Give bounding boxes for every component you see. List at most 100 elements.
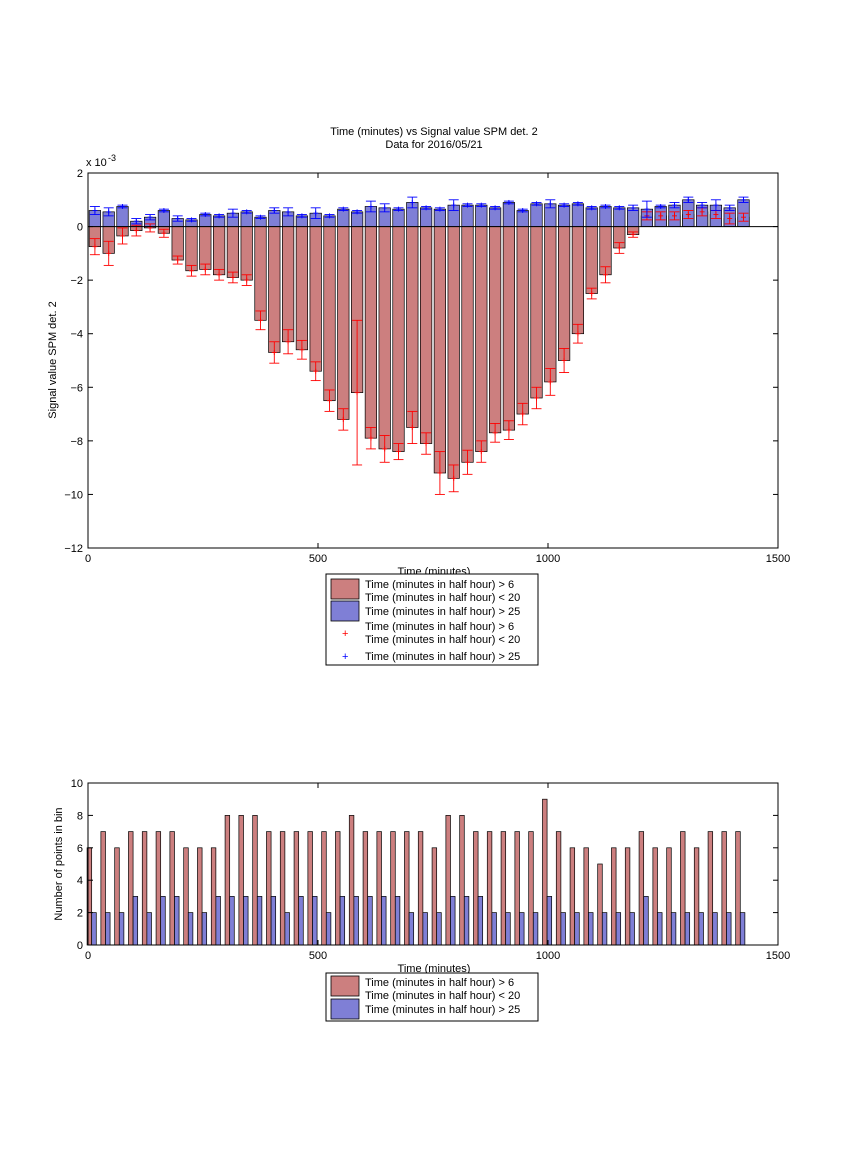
signal-errorbar-blue-7 bbox=[186, 217, 197, 223]
signal-y-exponent: x 10 -3 bbox=[86, 153, 116, 169]
count-ytick-label-2: 4 bbox=[77, 875, 83, 887]
signal-errorbar-red-8 bbox=[200, 263, 211, 276]
count-bar-blue-23 bbox=[408, 912, 415, 946]
signal-errorbar-blue-33 bbox=[545, 199, 556, 209]
signal-errorbar-red-12 bbox=[255, 310, 266, 331]
count-legend-label-blue: Time (minutes in half hour) > 25 bbox=[365, 1004, 520, 1016]
count-bar-red-12 bbox=[252, 815, 258, 946]
signal-bar-blue-38 bbox=[613, 207, 626, 227]
signal-bar-red-30 bbox=[502, 226, 515, 431]
signal-errorbar-red-5 bbox=[158, 228, 169, 238]
signal-errorbar-red-11 bbox=[241, 274, 252, 286]
signal-errorbar-red-31 bbox=[517, 402, 528, 426]
signal-bar-red-7 bbox=[185, 226, 198, 272]
count-ytick-label-1: 2 bbox=[77, 908, 83, 920]
signal-bar-red-8 bbox=[199, 226, 212, 270]
signal-errorbar-blue-41 bbox=[655, 203, 666, 209]
signal-y-exponent-power: -3 bbox=[108, 153, 116, 163]
signal-xtick-label-0: 0 bbox=[85, 553, 91, 565]
count-legend-swatch-red bbox=[330, 975, 360, 997]
count-bar-blue-46 bbox=[726, 912, 732, 946]
count-bar-red-10 bbox=[224, 815, 231, 946]
count-bar-blue-22 bbox=[394, 896, 401, 946]
signal-errorbar-blue-22 bbox=[393, 206, 404, 212]
count-ytick-label-3: 6 bbox=[77, 843, 83, 855]
signal-bar-red-14 bbox=[282, 226, 295, 343]
count-bar-red-29 bbox=[486, 831, 493, 946]
signal-legend-box bbox=[325, 573, 539, 666]
signal-ytick-label-2: −2 bbox=[70, 275, 83, 287]
signal-errorbar-red-20 bbox=[365, 427, 376, 450]
signal-bar-red-10 bbox=[226, 226, 239, 278]
count-x-axis-label: Time (minutes) bbox=[398, 963, 471, 975]
count-ytick-label-5: 10 bbox=[71, 778, 83, 790]
signal-errorbar-red-16 bbox=[310, 361, 321, 382]
count-bar-red-3 bbox=[128, 831, 134, 946]
signal-bar-red-25 bbox=[433, 226, 446, 474]
count-bar-blue-43 bbox=[684, 912, 691, 946]
count-xtick-label-3: 1500 bbox=[766, 950, 790, 962]
count-bar-red-11 bbox=[238, 815, 244, 946]
signal-errorbar-blue-27 bbox=[462, 202, 473, 208]
signal-bar-red-23 bbox=[406, 226, 419, 428]
count-bar-blue-2 bbox=[118, 912, 125, 946]
count-bar-red-45 bbox=[707, 831, 714, 946]
signal-errorbar-red-35 bbox=[572, 323, 583, 344]
signal-errorbar-red-0 bbox=[89, 238, 100, 256]
signal-errorbar-red-28 bbox=[476, 440, 487, 463]
signal-errorbar-blue-3 bbox=[131, 218, 142, 225]
signal-errorbar-blue-29 bbox=[490, 205, 501, 211]
count-bar-blue-6 bbox=[174, 896, 180, 946]
signal-bar-red-26 bbox=[447, 226, 460, 479]
signal-bar-red-18 bbox=[337, 226, 350, 420]
signal-ytick-label-5: −8 bbox=[70, 436, 83, 448]
signal-errorbar-blue-10 bbox=[227, 208, 238, 218]
count-bar-blue-1 bbox=[105, 912, 111, 946]
count-bar-blue-29 bbox=[491, 912, 497, 946]
signal-errorbar-blue-36 bbox=[586, 205, 597, 211]
signal-bar-red-36 bbox=[585, 226, 598, 294]
count-bar-blue-0 bbox=[91, 912, 97, 946]
signal-bar-red-16 bbox=[309, 226, 322, 372]
count-bar-red-4 bbox=[141, 831, 148, 946]
signal-legend-label-red-bar: Time (minutes in half hour) > 6 bbox=[365, 579, 514, 591]
signal-errorbar-blue-25 bbox=[434, 206, 445, 212]
count-xtick-label-1: 500 bbox=[309, 950, 327, 962]
signal-bar-red-31 bbox=[516, 226, 529, 415]
signal-errorbar-red-25 bbox=[434, 451, 445, 495]
signal-errorbar-blue-26 bbox=[448, 199, 459, 211]
signal-errorbar-blue-44 bbox=[697, 202, 708, 209]
signal-errorbar-red-18 bbox=[338, 408, 349, 431]
count-bar-red-41 bbox=[652, 847, 658, 946]
count-bar-red-33 bbox=[542, 798, 548, 946]
signal-errorbar-blue-17 bbox=[324, 213, 335, 219]
signal-y-exponent-base: x 10 bbox=[86, 157, 107, 169]
signal-xtick-label-2: 1000 bbox=[536, 553, 560, 565]
signal-ytick-label-6: −10 bbox=[64, 489, 83, 501]
count-bar-blue-9 bbox=[215, 896, 221, 946]
count-bar-red-37 bbox=[597, 863, 603, 946]
count-bar-red-1 bbox=[100, 831, 106, 946]
signal-legend-marker-blue: + bbox=[342, 651, 348, 663]
count-bar-blue-25 bbox=[436, 912, 442, 946]
signal-errorbar-red-38 bbox=[614, 242, 625, 254]
signal-ytick-label-4: −6 bbox=[70, 382, 83, 394]
count-y-axis-label: Number of points in bin bbox=[53, 807, 65, 920]
count-chart: 0 500 1000 1500 0 2 4 6 8 10 Time (minutes) Numbe… bbox=[53, 778, 790, 1022]
signal-errorbar-blue-23 bbox=[407, 196, 418, 209]
signal-bar-blue-28 bbox=[475, 204, 488, 227]
signal-y-axis-label: Signal value SPM det. 2 bbox=[47, 301, 59, 418]
signal-chart-subtitle: Data for 2016/05/21 bbox=[385, 139, 482, 151]
signal-errorbar-blue-42 bbox=[669, 202, 680, 209]
signal-errorbar-blue-1 bbox=[103, 207, 114, 217]
count-bar-blue-24 bbox=[422, 912, 428, 946]
count-bar-red-15 bbox=[293, 831, 300, 946]
count-bar-red-26 bbox=[445, 815, 451, 946]
count-bar-blue-7 bbox=[187, 912, 194, 946]
signal-errorbar-red-29 bbox=[490, 422, 501, 443]
signal-errorbar-red-42 bbox=[669, 211, 680, 221]
signal-errorbar-red-43 bbox=[683, 210, 694, 219]
count-bar-blue-40 bbox=[643, 896, 649, 946]
count-bar-red-32 bbox=[528, 831, 534, 946]
signal-errorbar-red-3 bbox=[131, 224, 142, 237]
